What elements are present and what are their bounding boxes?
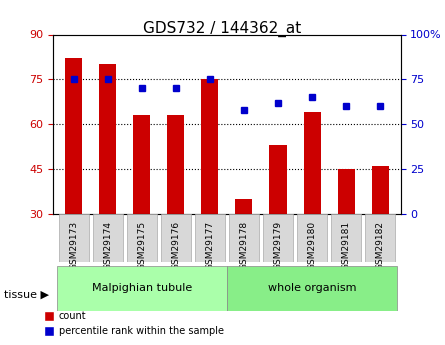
Bar xyxy=(235,199,252,214)
Text: tissue ▶: tissue ▶ xyxy=(4,290,49,300)
Text: GSM29180: GSM29180 xyxy=(307,221,316,270)
Text: GSM29177: GSM29177 xyxy=(206,221,214,270)
FancyBboxPatch shape xyxy=(227,266,397,311)
FancyBboxPatch shape xyxy=(93,214,123,262)
Bar xyxy=(338,169,355,214)
FancyBboxPatch shape xyxy=(297,214,328,262)
Bar xyxy=(372,166,388,214)
Text: GSM29173: GSM29173 xyxy=(69,221,78,270)
Text: GSM29179: GSM29179 xyxy=(274,221,283,270)
Text: GSM29181: GSM29181 xyxy=(342,221,351,270)
Text: GDS732 / 144362_at: GDS732 / 144362_at xyxy=(143,21,302,37)
FancyBboxPatch shape xyxy=(331,214,361,262)
Bar xyxy=(167,115,184,214)
FancyBboxPatch shape xyxy=(161,214,191,262)
FancyBboxPatch shape xyxy=(126,214,157,262)
FancyBboxPatch shape xyxy=(229,214,259,262)
Bar xyxy=(99,65,116,214)
Legend: count, percentile rank within the sample: count, percentile rank within the sample xyxy=(40,307,228,340)
Text: GSM29182: GSM29182 xyxy=(376,221,384,270)
FancyBboxPatch shape xyxy=(57,266,227,311)
FancyBboxPatch shape xyxy=(194,214,225,262)
Bar xyxy=(202,79,218,214)
Text: whole organism: whole organism xyxy=(268,283,356,293)
FancyBboxPatch shape xyxy=(365,214,396,262)
Bar xyxy=(134,115,150,214)
Bar xyxy=(65,58,82,214)
Text: GSM29176: GSM29176 xyxy=(171,221,180,270)
FancyBboxPatch shape xyxy=(58,214,89,262)
Text: GSM29178: GSM29178 xyxy=(239,221,248,270)
Bar xyxy=(270,145,287,214)
FancyBboxPatch shape xyxy=(263,214,293,262)
Text: Malpighian tubule: Malpighian tubule xyxy=(92,283,192,293)
Text: GSM29174: GSM29174 xyxy=(103,221,112,270)
Text: GSM29175: GSM29175 xyxy=(138,221,146,270)
Bar xyxy=(303,112,320,214)
